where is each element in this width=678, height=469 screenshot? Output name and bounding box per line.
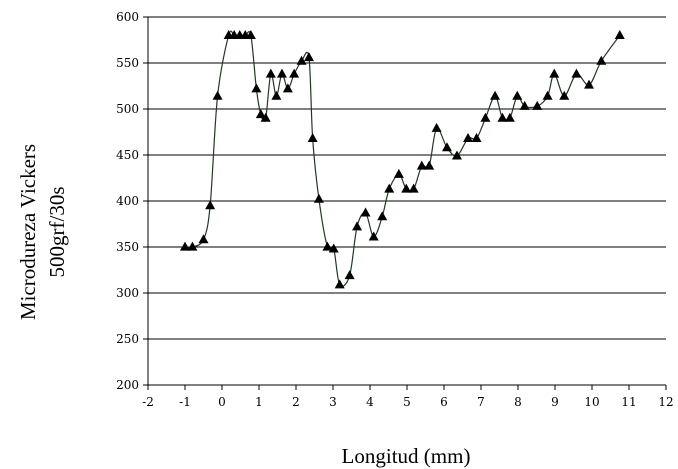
data-point-52 [584,79,595,89]
data-point-21 [313,193,324,203]
data-point-25 [344,270,355,280]
data-point-42 [490,90,501,100]
y-tick-labels: 200 250 300 350 400 450 500 550 600 [116,10,139,392]
data-point-37 [441,142,452,152]
x-tick-label: 4 [366,395,374,409]
data-point-51 [571,68,582,78]
data-point-30 [384,183,395,193]
data-point-1 [187,241,198,251]
x-tick-label: 11 [621,395,636,409]
data-series [180,30,625,289]
x-tick-labels: -2 -1 0 1 2 3 4 5 6 7 8 9 10 11 12 [142,395,673,409]
data-point-29 [377,211,388,221]
y-tick-label: 600 [116,10,139,24]
data-point-34 [416,160,427,170]
x-tick-label: 7 [477,395,485,409]
data-point-40 [471,133,482,143]
x-tick-label: 12 [658,395,673,409]
data-point-17 [289,68,300,78]
data-point-0 [180,241,190,251]
data-point-11 [255,109,266,119]
data-point-18 [296,55,307,65]
data-point-32 [401,183,412,193]
data-point-16 [282,83,293,93]
data-point-9 [245,30,256,39]
y-tick-label: 450 [116,148,139,162]
data-point-4 [212,90,223,100]
x-axis-title: Longitud (mm) [342,444,471,468]
data-point-26 [352,221,363,231]
x-tick-label: 9 [551,395,559,409]
gridlines [148,16,666,340]
data-point-15 [276,68,287,78]
data-point-36 [431,122,442,132]
data-point-44 [504,112,515,122]
data-point-28 [368,231,379,241]
y-tick-label: 400 [116,194,139,208]
data-point-22 [322,241,333,251]
data-point-41 [480,112,491,122]
data-point-45 [512,90,523,100]
x-tick-label: -2 [142,395,154,409]
data-point-27 [360,207,371,217]
data-point-50 [559,90,570,100]
y-tick-label: 300 [116,286,139,300]
data-point-10 [251,83,262,93]
data-point-23 [328,243,339,253]
x-tick-label: 1 [255,395,263,409]
data-point-12 [260,112,271,122]
x-tick-label: 6 [440,395,448,409]
data-point-43 [497,112,508,122]
data-point-53 [596,55,607,65]
data-point-3 [205,200,216,210]
data-point-2 [198,234,209,244]
data-point-19 [303,52,314,62]
y-tick-label: 350 [116,240,139,254]
y-axis-title-line-2: 500grf/30s [45,187,69,278]
data-point-54 [614,30,625,39]
x-tick-label: 3 [329,395,337,409]
data-point-38 [451,150,462,160]
data-point-35 [424,160,435,170]
data-point-49 [549,68,560,78]
y-axis-title-line-1: Microdureza Vickers [16,144,40,320]
y-tick-label: 250 [116,332,139,346]
data-point-24 [334,279,345,289]
y-tick-label: 200 [116,378,139,392]
data-point-46 [519,100,530,110]
data-point-14 [271,90,282,100]
y-tick-label: 550 [116,56,139,70]
data-point-39 [463,133,474,143]
x-tick-label: 5 [403,395,411,409]
data-point-20 [307,133,318,143]
data-point-31 [393,168,404,178]
x-tick-label: -1 [179,395,191,409]
data-point-13 [265,68,276,78]
x-tick-label: 10 [584,395,599,409]
x-tick-label: 2 [292,395,300,409]
x-tick-label: 8 [514,395,522,409]
data-point-47 [532,100,543,110]
x-tick-label: 0 [218,395,226,409]
data-point-48 [542,90,553,100]
data-point-33 [408,183,419,193]
y-tick-label: 500 [116,102,139,116]
axes [143,16,667,390]
